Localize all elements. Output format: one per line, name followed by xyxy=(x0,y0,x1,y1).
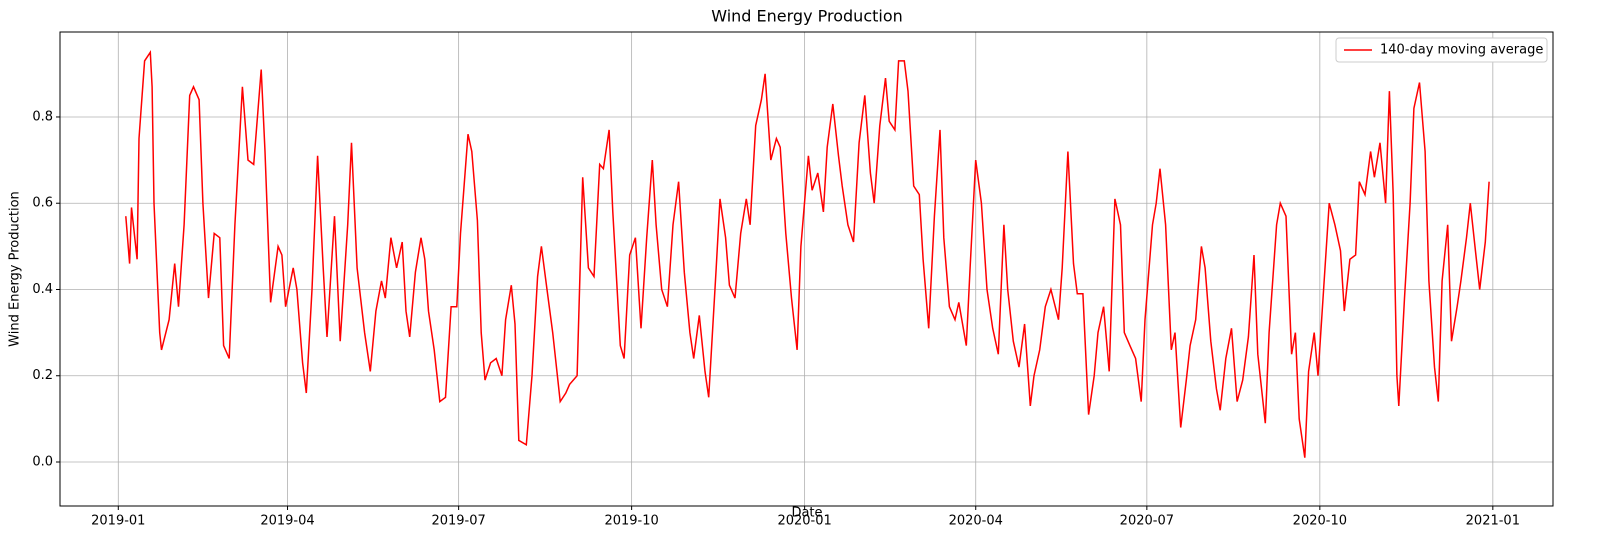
legend-label: 140-day moving average xyxy=(1380,43,1543,58)
x-tick-label: 2020-07 xyxy=(1120,514,1174,529)
x-tick-label: 2019-04 xyxy=(260,514,314,529)
y-axis-label: Wind Energy Production xyxy=(8,191,23,347)
x-tick-label: 2021-01 xyxy=(1466,514,1520,529)
x-tick-label: 2019-01 xyxy=(91,514,145,529)
y-tick-label: 0.2 xyxy=(32,368,53,383)
x-tick-label: 2020-10 xyxy=(1293,514,1347,529)
x-axis-label: Date xyxy=(791,506,822,521)
x-tick-label: 2020-01 xyxy=(777,514,831,529)
y-tick-label: 0.0 xyxy=(32,455,53,470)
x-tick-label: 2019-07 xyxy=(431,514,485,529)
y-tick-label: 0.4 xyxy=(32,282,53,297)
x-tick-label: 2020-04 xyxy=(949,514,1003,529)
y-tick-label: 0.6 xyxy=(32,196,53,211)
legend-box xyxy=(1335,37,1548,63)
y-tick-label: 0.8 xyxy=(32,109,53,124)
axes-frame xyxy=(59,31,1554,507)
data-line xyxy=(125,49,1490,458)
x-tick-label: 2019-10 xyxy=(604,514,658,529)
chart-title: Wind Energy Production xyxy=(711,7,903,26)
